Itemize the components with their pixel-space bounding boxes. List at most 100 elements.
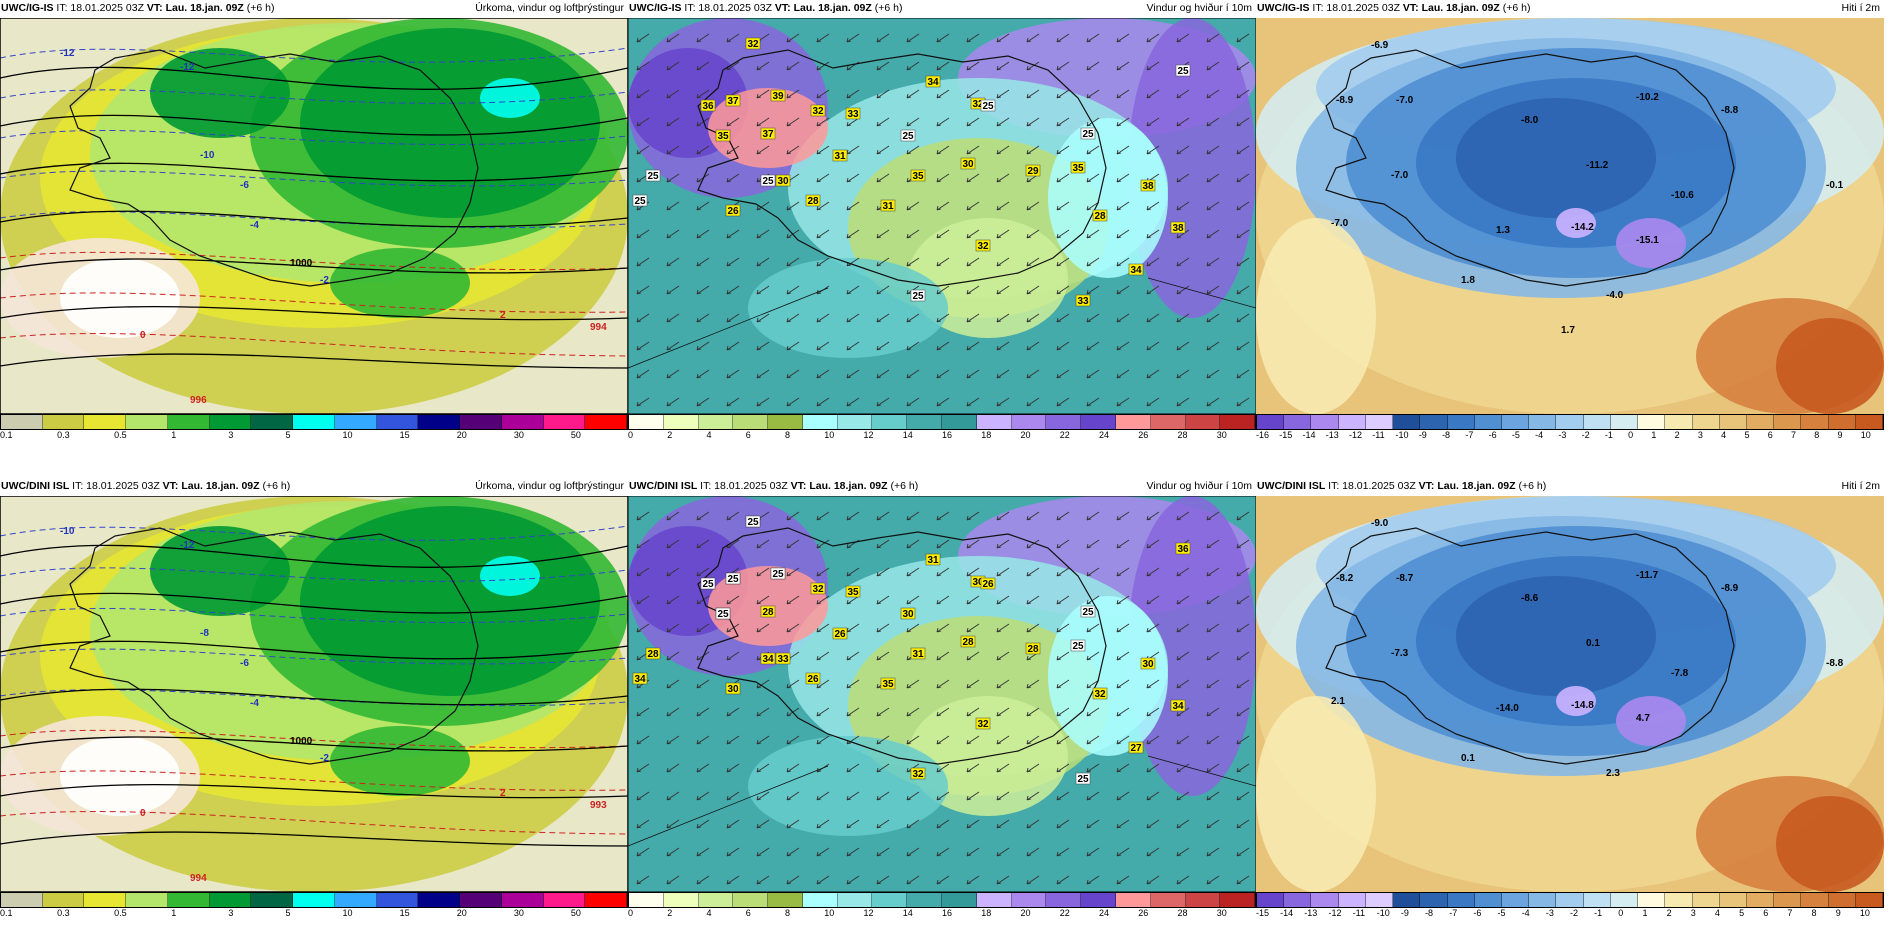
gust-label: 29 xyxy=(1025,164,1041,177)
gust-label: 25 xyxy=(1080,605,1096,618)
colorbar-swatch xyxy=(1583,415,1611,429)
gust-label: 25 xyxy=(725,572,741,585)
colorbar-swatch xyxy=(837,415,873,429)
colorbar-strip xyxy=(628,414,1256,430)
panel-header: UWC/DINI ISL IT: 18.01.2025 03Z VT: Lau.… xyxy=(628,478,1256,494)
colorbar-swatch xyxy=(1828,415,1856,429)
panel-title: Úrkoma, vindur og loftþrýstingur xyxy=(475,480,624,492)
colorbar-swatch xyxy=(1746,415,1775,429)
colorbar-swatch xyxy=(376,415,419,429)
model-name: UWC/IG-IS xyxy=(1,2,54,14)
temperature-label: 1.8 xyxy=(1461,275,1475,286)
colorbar-tick-label: 5 xyxy=(285,430,291,440)
contour-label: 993 xyxy=(590,800,607,811)
colorbar-tick-label: 24 xyxy=(1099,908,1110,918)
gust-label: 31 xyxy=(925,553,941,566)
colorbar-swatch xyxy=(1011,893,1047,907)
svg-text:30: 30 xyxy=(972,577,984,588)
temperature-label: -0.1 xyxy=(1826,180,1844,191)
colorbar-tick-label: 16 xyxy=(942,908,953,918)
svg-text:28: 28 xyxy=(1027,644,1039,655)
colorbar-swatch xyxy=(1011,415,1047,429)
gust-label: 25 xyxy=(770,567,786,580)
colorbar-tick-label: -9 xyxy=(1418,430,1427,440)
precip-colorbar: 0.1 0.3 0.5 1 3 5 10 15 20 30 50 xyxy=(0,414,628,450)
svg-text:25: 25 xyxy=(1082,129,1094,140)
colorbar-swatch xyxy=(733,893,769,907)
valid-time: Lau. 18.jan. 09Z xyxy=(181,480,260,492)
gust-label: 25 xyxy=(1070,639,1086,652)
colorbar-ticks: 0 2 4 6 8 10 12 14 16 18 20 22 24 26 28 30 xyxy=(628,908,1256,922)
colorbar-tick-label: 5 xyxy=(285,908,291,918)
init-time: IT: 18.01.2025 03Z xyxy=(56,2,144,14)
gust-label: 33 xyxy=(775,652,791,665)
colorbar-swatch xyxy=(1474,415,1502,429)
colorbar-tick-label: -14 xyxy=(1302,430,1316,440)
colorbar-swatch xyxy=(460,893,502,907)
svg-text:32: 32 xyxy=(912,769,924,780)
gust-label: 35 xyxy=(715,129,731,142)
colorbar-ticks: -15 -14 -13 -12 -11 -10 -9 -8 -7 -6 -5 -4 -3 -2 -1 0 1 2 3… xyxy=(1256,908,1884,922)
gust-label: 25 xyxy=(632,194,648,207)
colorbar-tick-label: 6 xyxy=(1767,430,1773,440)
svg-text:26: 26 xyxy=(834,629,846,640)
colorbar-swatch xyxy=(629,893,664,907)
svg-text:28: 28 xyxy=(962,637,974,648)
temperature-label: -8.9 xyxy=(1721,583,1739,594)
svg-text:37: 37 xyxy=(727,96,739,107)
colorbar-tick-label: 5 xyxy=(1744,430,1750,440)
svg-text:35: 35 xyxy=(1072,163,1084,174)
colorbar-tick-label: 14 xyxy=(902,908,913,918)
svg-text:31: 31 xyxy=(882,201,894,212)
colorbar-swatch xyxy=(1311,415,1339,429)
svg-text:25: 25 xyxy=(747,517,759,528)
svg-text:26: 26 xyxy=(727,206,739,217)
colorbar-tick-label: 14 xyxy=(902,430,913,440)
colorbar-tick-label: -15 xyxy=(1279,430,1293,440)
colorbar-tick-label: -10 xyxy=(1395,430,1409,440)
colorbar-tick-label: 1 xyxy=(1651,430,1657,440)
colorbar-tick-label: -2 xyxy=(1581,430,1590,440)
colorbar-tick-label: 10 xyxy=(1860,430,1871,440)
colorbar-swatch xyxy=(1150,893,1186,907)
gust-label: 32 xyxy=(810,104,826,117)
colorbar-swatch xyxy=(1774,893,1802,907)
gust-label: 28 xyxy=(1025,642,1041,655)
colorbar-swatch xyxy=(1692,893,1720,907)
colorbar-swatch xyxy=(334,893,377,907)
colorbar-swatch xyxy=(543,415,586,429)
valid-label: VT: xyxy=(1402,2,1419,14)
colorbar-tick-label: 30 xyxy=(1216,430,1227,440)
colorbar-tick-label: 20 xyxy=(456,908,467,918)
svg-text:34: 34 xyxy=(762,654,774,665)
colorbar-ticks: 0.1 0.3 0.5 1 3 5 10 15 20 30 50 xyxy=(0,430,628,444)
contour-label: -12 xyxy=(60,48,75,59)
panel-igis-precip: UWC/IG-IS IT: 18.01.2025 03Z VT: Lau. 18… xyxy=(0,0,628,450)
colorbar-swatch xyxy=(976,415,1012,429)
colorbar-tick-label: 10 xyxy=(824,908,835,918)
contour-label: 996 xyxy=(190,395,207,406)
panel-dini-temp: UWC/DINI ISL IT: 18.01.2025 03Z VT: Lau.… xyxy=(1256,478,1884,928)
colorbar-swatch xyxy=(1501,415,1530,429)
svg-text:25: 25 xyxy=(702,579,714,590)
colorbar-swatch xyxy=(1855,415,1884,429)
gust-label: 25 xyxy=(745,515,761,528)
colorbar-swatch xyxy=(167,415,210,429)
gust-label: 34 xyxy=(760,652,776,665)
colorbar-tick-label: 6 xyxy=(745,430,751,440)
svg-text:35: 35 xyxy=(717,131,729,142)
gust-label: 35 xyxy=(910,169,926,182)
colorbar-swatch xyxy=(1338,893,1366,907)
temperature-map: -6.9 -8.9 -7.0 -8.0 -10.2 -8.8 -7.0 -11.2 -10.6 -… xyxy=(1256,18,1884,414)
svg-text:25: 25 xyxy=(762,176,774,187)
colorbar-strip xyxy=(1256,414,1884,430)
colorbar-tick-label: 4 xyxy=(1714,908,1720,918)
colorbar-tick-label: -1 xyxy=(1594,908,1603,918)
svg-text:35: 35 xyxy=(912,171,924,182)
svg-text:39: 39 xyxy=(772,91,784,102)
colorbar-tick-label: 10 xyxy=(342,908,353,918)
colorbar-swatch xyxy=(942,893,977,907)
panel-header: UWC/IG-IS IT: 18.01.2025 03Z VT: Lau. 18… xyxy=(628,0,1256,16)
gust-label: 32 xyxy=(745,37,761,50)
colorbar-tick-label: 10 xyxy=(1859,908,1870,918)
